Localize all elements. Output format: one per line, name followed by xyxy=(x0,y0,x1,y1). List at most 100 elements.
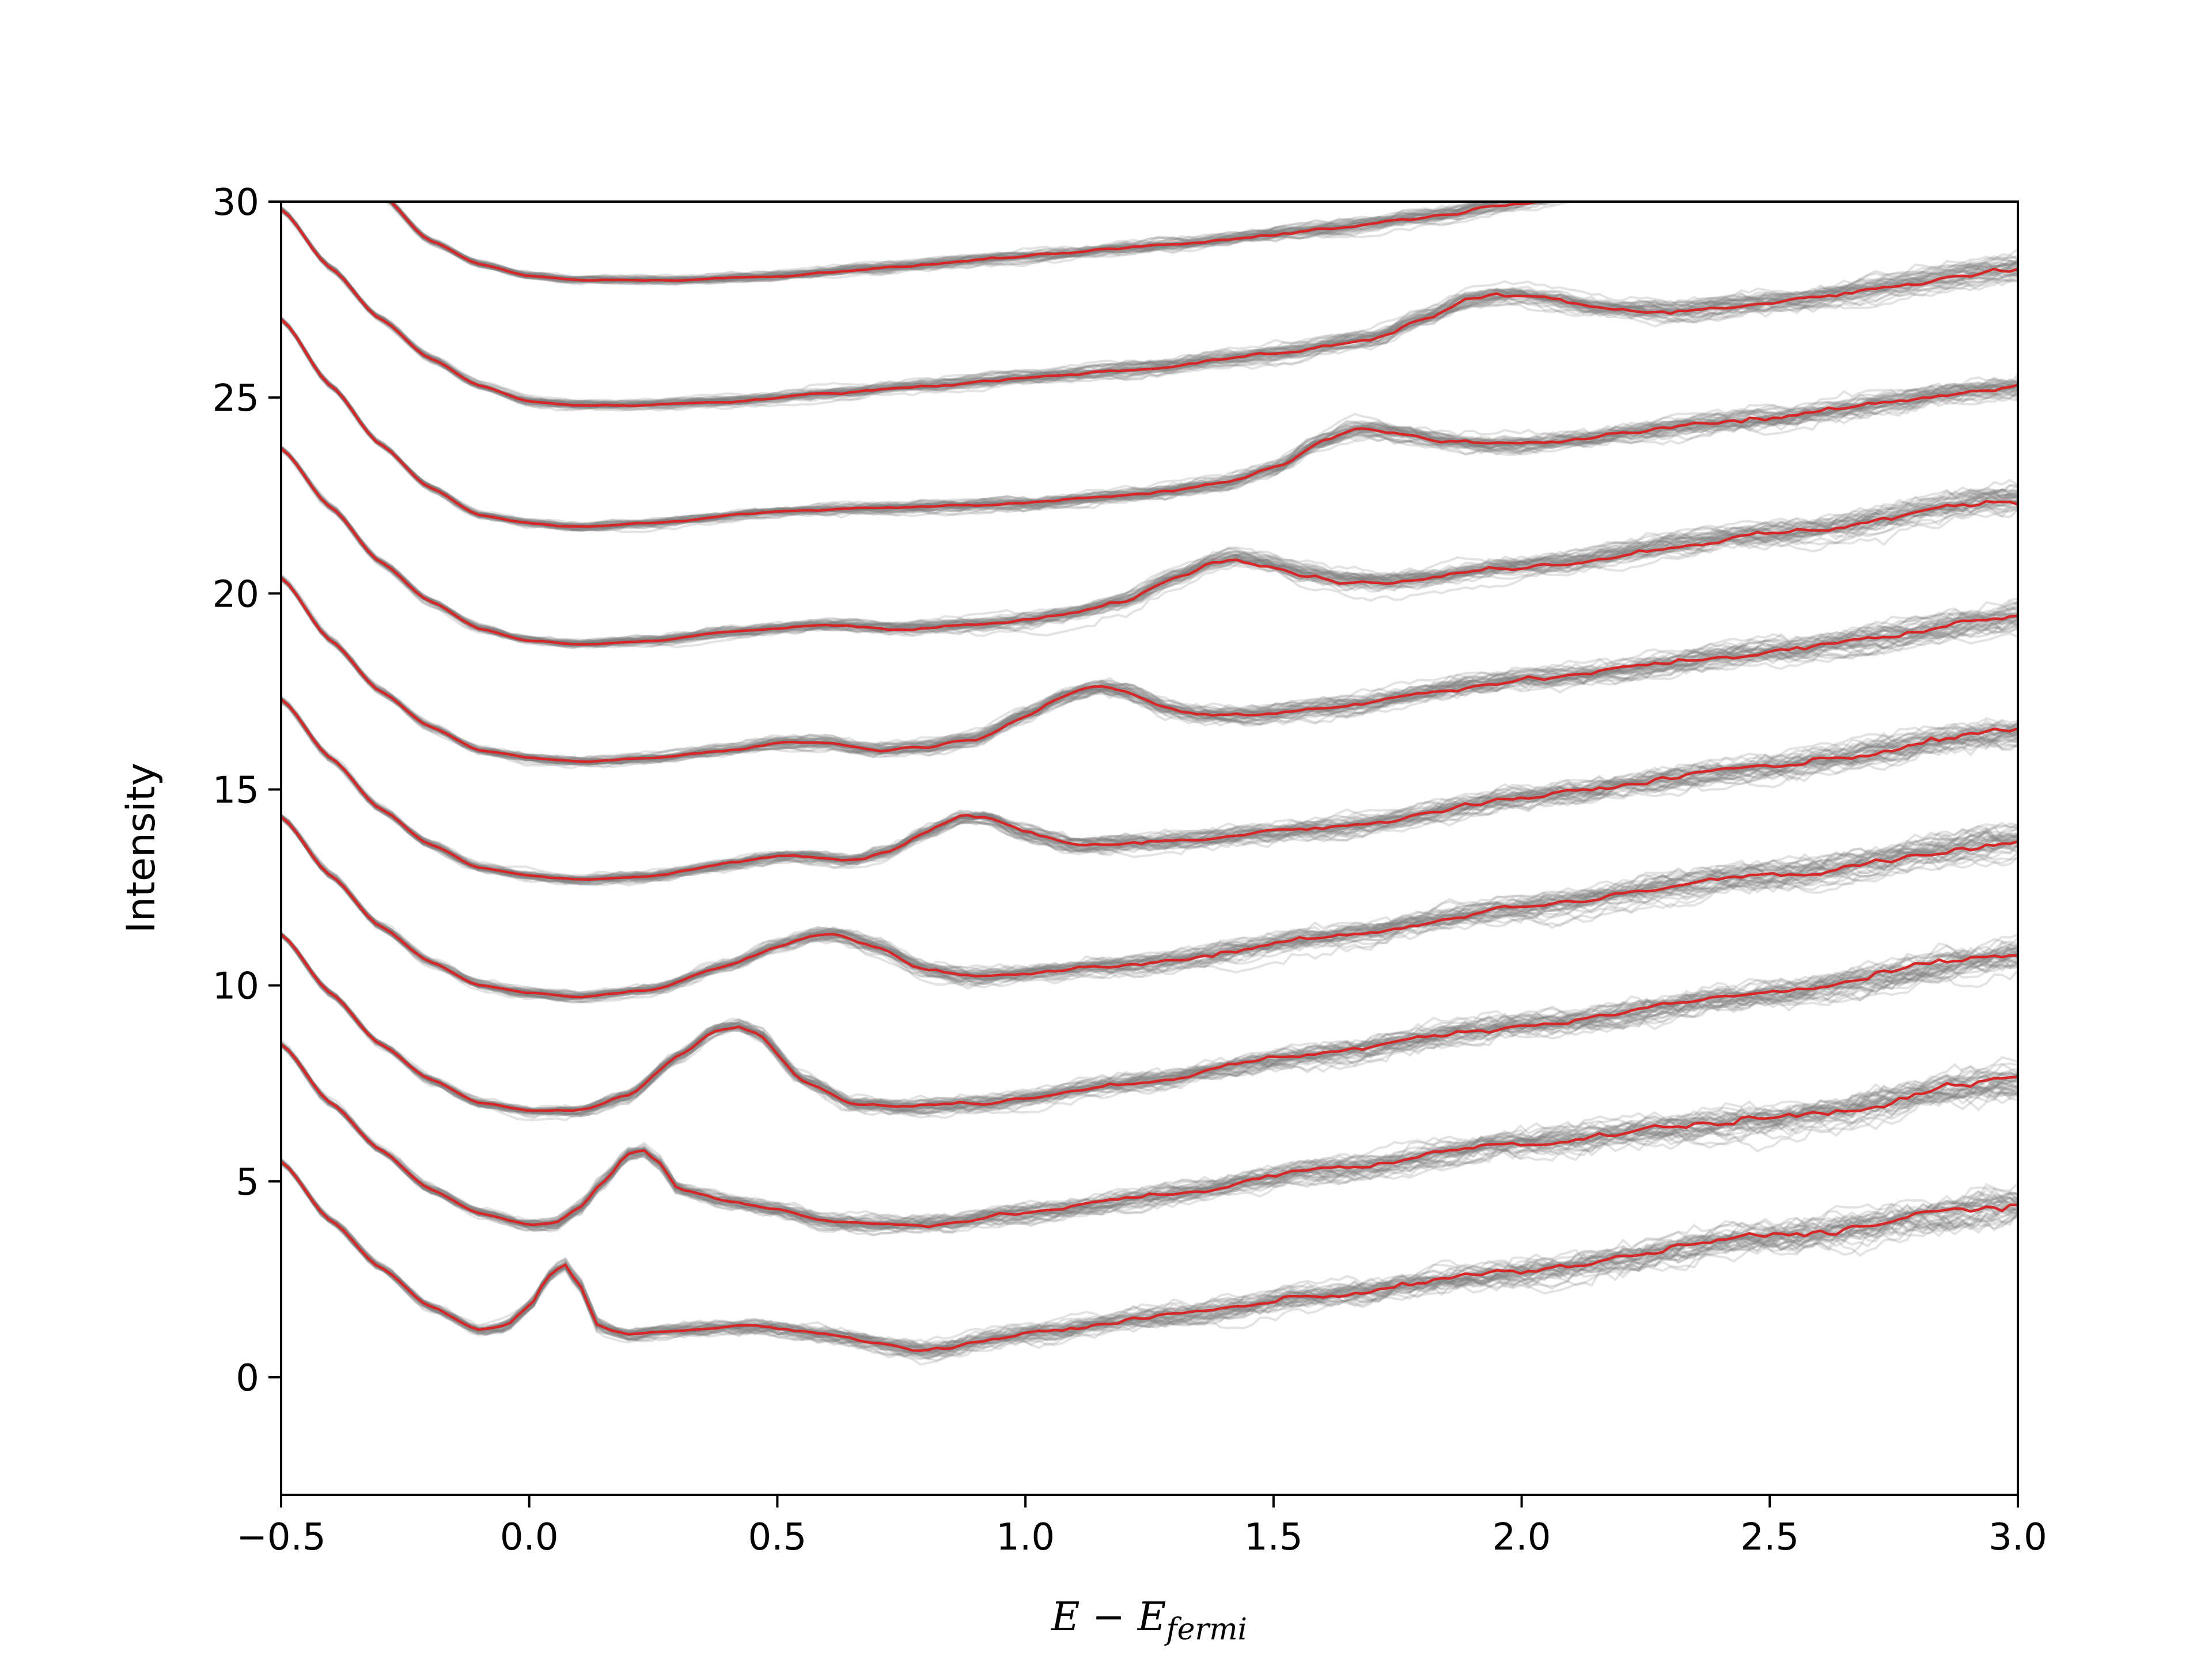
sample-curve xyxy=(281,933,2018,1119)
x-axis-label: E − Efermi xyxy=(1050,1594,1247,1647)
sample-curve xyxy=(281,697,2018,882)
sample-curve xyxy=(281,935,2018,1118)
sample-curve xyxy=(281,699,2018,880)
sample-curve xyxy=(281,578,2018,766)
sample-curve xyxy=(281,697,2018,882)
mean-curves xyxy=(281,202,2018,1353)
sample-curve xyxy=(281,1161,2018,1357)
sample-curve xyxy=(281,816,2018,1002)
sample-curve xyxy=(281,209,2018,412)
x-tick-label: −0.5 xyxy=(236,1516,325,1559)
y-axis-ticks: 0 5 10 15 20 25 30 xyxy=(213,181,281,1400)
x-tick-label: 1.0 xyxy=(996,1516,1055,1559)
sample-curve xyxy=(281,319,2018,532)
sample-curve xyxy=(281,1044,2018,1230)
sample-curve xyxy=(391,202,1497,281)
sample-curve xyxy=(281,578,2018,765)
sample-curve xyxy=(281,699,2018,881)
sample-curve xyxy=(281,316,2018,525)
sample-curve xyxy=(281,318,2018,532)
sample-curve xyxy=(281,1042,2018,1232)
y-tick-label: 25 xyxy=(213,377,259,420)
x-axis-ticks: −0.5 0.0 0.5 1.0 1.5 2.0 2.5 3.0 xyxy=(236,1495,2047,1559)
sample-curve xyxy=(281,1044,2018,1233)
sample-curve xyxy=(281,817,2018,1003)
sample-curve xyxy=(281,445,2018,647)
sample-curve xyxy=(281,446,2018,644)
sample-curve xyxy=(281,1043,2018,1230)
sample-curve xyxy=(281,575,2018,760)
mean-curve-offset-3 xyxy=(281,1043,2018,1229)
sample-curve xyxy=(281,318,2018,531)
sample-curve xyxy=(281,207,2018,407)
sample-curve xyxy=(281,577,2018,766)
sample-curve xyxy=(281,816,2018,1001)
sample-curve xyxy=(281,577,2018,766)
sample-curve xyxy=(390,202,1484,279)
sample-curve xyxy=(281,1045,2018,1237)
sample-curve xyxy=(281,446,2018,648)
sample-curve xyxy=(281,698,2018,881)
sample-curve xyxy=(281,698,2018,881)
sample-curve xyxy=(281,578,2018,764)
sample-curve xyxy=(281,1161,2018,1350)
sample-curve xyxy=(281,320,2018,531)
sample-curve xyxy=(281,1160,2018,1347)
sample-curve xyxy=(281,450,2018,649)
sample-curve xyxy=(281,579,2018,765)
sample-curve xyxy=(281,1044,2018,1232)
sample-curve xyxy=(281,932,2018,1113)
sample-curve xyxy=(281,699,2018,881)
sample-curve xyxy=(391,202,1533,283)
sample-curve xyxy=(281,816,2018,997)
sample-curve xyxy=(281,317,2018,525)
y-tick-label: 15 xyxy=(213,769,259,812)
sample-curve xyxy=(387,202,1528,284)
sample-curve xyxy=(281,579,2018,765)
sample-curve xyxy=(281,933,2018,1114)
sample-curve xyxy=(281,699,2018,883)
sample-curve xyxy=(281,575,2018,762)
sample-curve xyxy=(281,933,2018,1115)
x-tick-label: 3.0 xyxy=(1988,1516,2047,1559)
sample-curve xyxy=(281,208,2018,406)
sample-curve xyxy=(281,576,2018,766)
sample-curve xyxy=(281,577,2018,762)
sample-curve xyxy=(281,700,2018,882)
sample-curve xyxy=(281,933,2018,1122)
sample-curve xyxy=(281,1043,2018,1232)
sample-curve xyxy=(383,202,1548,286)
sample-curve xyxy=(281,577,2018,765)
mean-curve-offset-15 xyxy=(281,577,2018,763)
sample-curve xyxy=(281,577,2018,762)
sample-curve xyxy=(281,1042,2018,1229)
sample-curve xyxy=(281,934,2018,1113)
sample-curve xyxy=(281,1160,2018,1359)
sample-curve xyxy=(281,1162,2018,1355)
sample-curve xyxy=(281,576,2018,764)
sample-curve xyxy=(388,202,1554,283)
sample-curve xyxy=(281,935,2018,1114)
sample-curve xyxy=(281,578,2018,766)
x-tick-label: 2.0 xyxy=(1493,1516,1551,1559)
sample-curve xyxy=(281,1161,2018,1366)
sample-curve xyxy=(281,317,2018,526)
sample-curve xyxy=(281,701,2018,885)
axes-frame xyxy=(280,200,2019,1496)
sample-curve xyxy=(281,934,2018,1114)
sample-curve xyxy=(281,698,2018,880)
sample-curve xyxy=(281,207,2018,406)
sample-curve xyxy=(281,698,2018,884)
x-tick-label: 0.0 xyxy=(500,1516,559,1559)
sample-curve xyxy=(281,575,2018,761)
sample-curve xyxy=(281,1041,2018,1230)
sample-curve xyxy=(281,935,2018,1114)
sample-curve xyxy=(281,816,2018,998)
sample-curve xyxy=(281,446,2018,644)
sample-curve xyxy=(387,202,1525,285)
sample-curve xyxy=(281,319,2018,531)
sample-curve xyxy=(391,202,1479,282)
sample-curve xyxy=(281,445,2018,643)
sample-curve xyxy=(281,698,2018,881)
